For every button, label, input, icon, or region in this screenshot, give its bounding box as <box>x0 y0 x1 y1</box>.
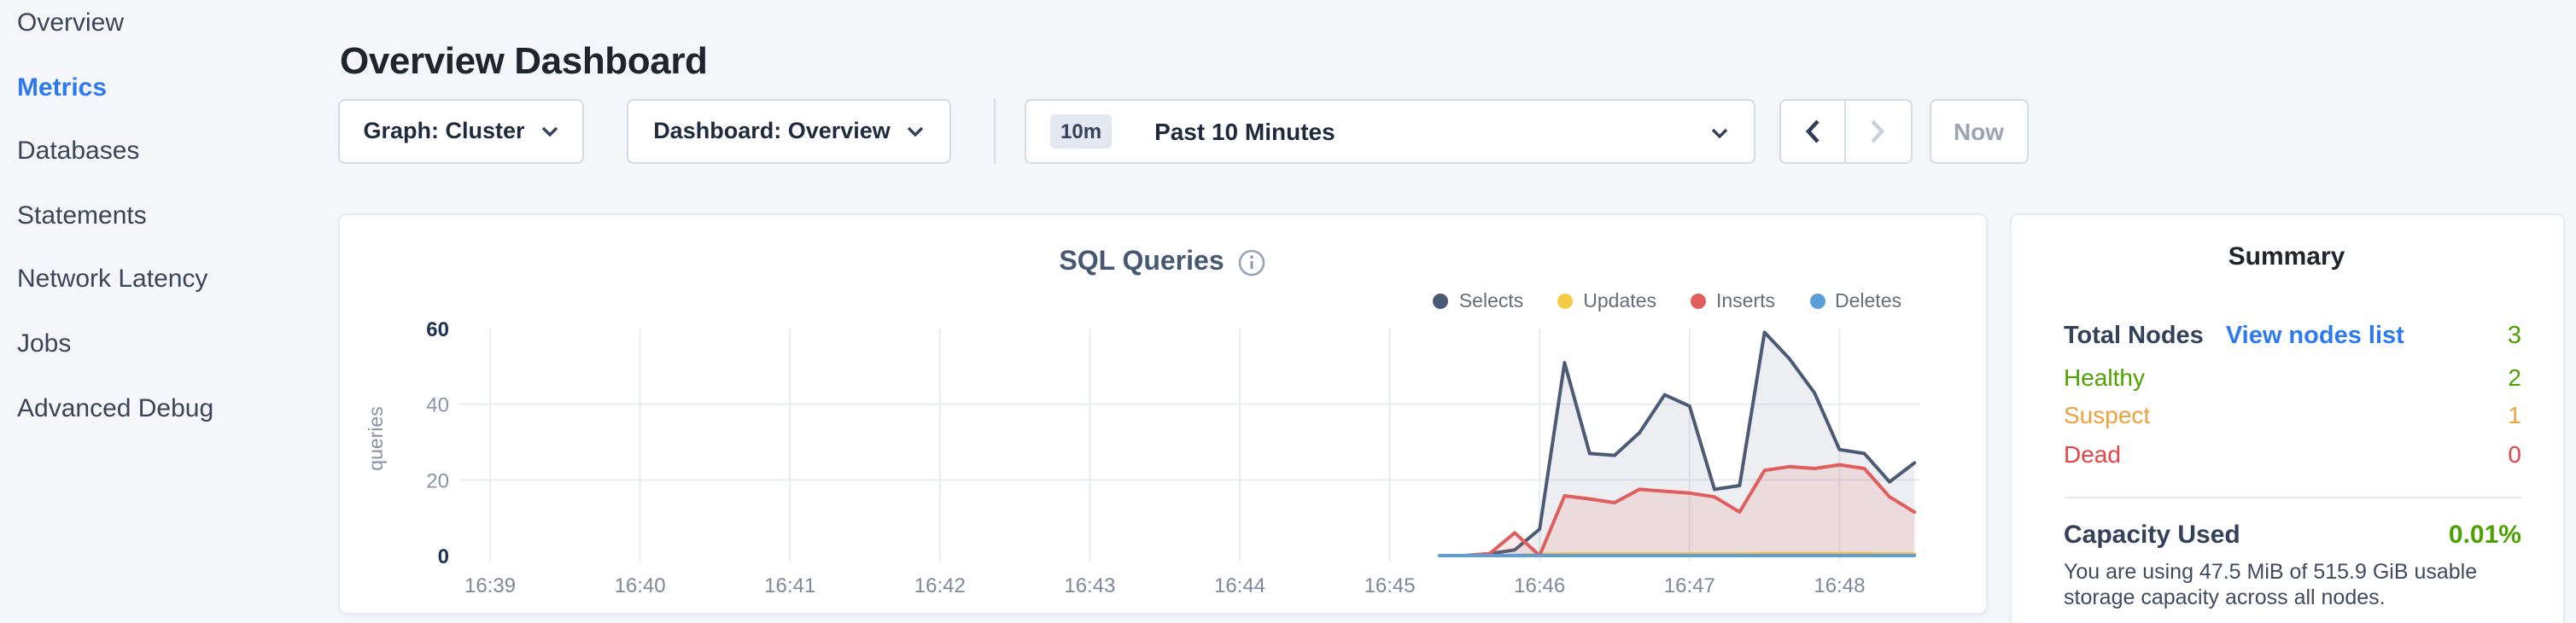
svg-text:16:45: 16:45 <box>1364 574 1415 597</box>
legend-item-updates[interactable]: Updates <box>1557 291 1656 312</box>
summary-body: Total Nodes View nodes list 3 Healthy 2 … <box>2064 322 2521 612</box>
chevron-down-icon <box>1711 127 1728 137</box>
healthy-value: 2 <box>2508 363 2521 390</box>
healthy-label: Healthy <box>2064 363 2145 390</box>
graph-dropdown-label: Graph: Cluster <box>363 118 525 144</box>
sidebar-item-overview[interactable]: Overview <box>17 9 125 38</box>
deletes-dot-icon <box>1809 294 1825 309</box>
info-circle-icon[interactable] <box>1238 248 1265 276</box>
chart-title: SQL Queries <box>1059 247 1224 276</box>
dashboard-dropdown[interactable]: Dashboard: Overview <box>627 98 951 164</box>
legend-item-inserts[interactable]: Inserts <box>1690 291 1775 312</box>
dashboard-dropdown-label: Dashboard: Overview <box>653 118 891 144</box>
chevron-right-icon <box>1871 119 1885 143</box>
summary-divider <box>2064 496 2521 498</box>
sidebar-item-advanced-debug[interactable]: Advanced Debug <box>17 393 214 423</box>
graph-dropdown[interactable]: Graph: Cluster <box>338 98 584 164</box>
sidebar: Overview Metrics Databases Statements Ne… <box>17 0 324 449</box>
controls-divider <box>993 98 995 164</box>
legend-label: Selects <box>1458 291 1524 312</box>
healthy-row: Healthy 2 <box>2064 363 2521 401</box>
svg-text:16:46: 16:46 <box>1513 574 1564 597</box>
summary-panel: Summary Total Nodes View nodes list 3 He… <box>2009 213 2564 623</box>
svg-text:16:42: 16:42 <box>914 574 965 597</box>
sidebar-item-databases[interactable]: Databases <box>17 137 140 166</box>
svg-text:16:39: 16:39 <box>464 574 515 597</box>
total-nodes-label: Total Nodes <box>2064 322 2204 349</box>
svg-text:16:44: 16:44 <box>1213 574 1265 597</box>
capacity-label: Capacity Used <box>2064 520 2240 550</box>
sidebar-item-metrics[interactable]: Metrics <box>17 73 108 102</box>
svg-text:16:40: 16:40 <box>614 574 665 597</box>
total-nodes-value: 3 <box>2507 322 2521 349</box>
capacity-row: Capacity Used 0.01% <box>2064 520 2521 549</box>
chevron-down-icon <box>542 126 558 137</box>
updates-dot-icon <box>1557 294 1574 309</box>
dead-row: Dead 0 <box>2064 440 2521 479</box>
time-prev-button[interactable] <box>1780 100 1846 162</box>
legend-item-deletes[interactable]: Deletes <box>1809 291 1901 312</box>
summary-title: Summary <box>2228 242 2345 271</box>
sidebar-item-network-latency[interactable]: Network Latency <box>17 265 208 294</box>
suspect-value: 1 <box>2508 401 2521 429</box>
selects-dot-icon <box>1433 294 1449 309</box>
legend-label: Inserts <box>1715 291 1775 312</box>
chart-title-row: SQL Queries <box>339 247 1985 277</box>
sidebar-item-statements[interactable]: Statements <box>17 201 147 230</box>
svg-text:20: 20 <box>425 469 448 492</box>
inserts-dot-icon <box>1690 294 1706 309</box>
now-button[interactable]: Now <box>1929 98 2029 164</box>
dead-value: 0 <box>2508 440 2521 468</box>
svg-text:60: 60 <box>425 317 448 341</box>
legend-item-selects[interactable]: Selects <box>1433 291 1524 312</box>
chevron-left-icon <box>1805 119 1820 143</box>
capacity-value: 0.01% <box>2448 520 2521 550</box>
suspect-label: Suspect <box>2064 401 2151 429</box>
sql-queries-chart-card: SQL Queries Selects Updates Inserts Del <box>337 213 1987 614</box>
sidebar-item-jobs[interactable]: Jobs <box>17 329 72 358</box>
time-range-picker[interactable]: 10m Past 10 Minutes <box>1025 98 1755 164</box>
chart-legend: Selects Updates Inserts Deletes <box>1433 291 1901 312</box>
time-range-value: Past 10 Minutes <box>1154 117 1335 145</box>
page-title: Overview Dashboard <box>340 38 708 82</box>
svg-text:16:41: 16:41 <box>763 574 815 597</box>
capacity-description: You are using 47.5 MiB of 515.9 GiB usab… <box>2064 559 2478 610</box>
legend-label: Updates <box>1583 291 1656 312</box>
suspect-row: Suspect 1 <box>2064 401 2521 440</box>
time-range-badge: 10m <box>1050 114 1113 148</box>
total-nodes-row: Total Nodes View nodes list 3 <box>2064 322 2521 363</box>
legend-label: Deletes <box>1835 291 1901 312</box>
time-next-button[interactable] <box>1846 100 1910 162</box>
svg-text:16:43: 16:43 <box>1063 574 1114 597</box>
sql-queries-chart: 16:39 16:40 16:41 16:42 16:43 16:44 16:45 16:46… <box>425 317 1919 597</box>
chevron-down-icon <box>908 126 924 137</box>
svg-text:0: 0 <box>437 544 448 568</box>
time-step-arrows <box>1779 98 1912 164</box>
svg-text:16:47: 16:47 <box>1663 574 1714 597</box>
svg-text:40: 40 <box>425 393 448 416</box>
dead-label: Dead <box>2064 440 2121 468</box>
view-nodes-list-link[interactable]: View nodes list <box>2225 322 2404 349</box>
svg-text:16:48: 16:48 <box>1813 574 1864 597</box>
